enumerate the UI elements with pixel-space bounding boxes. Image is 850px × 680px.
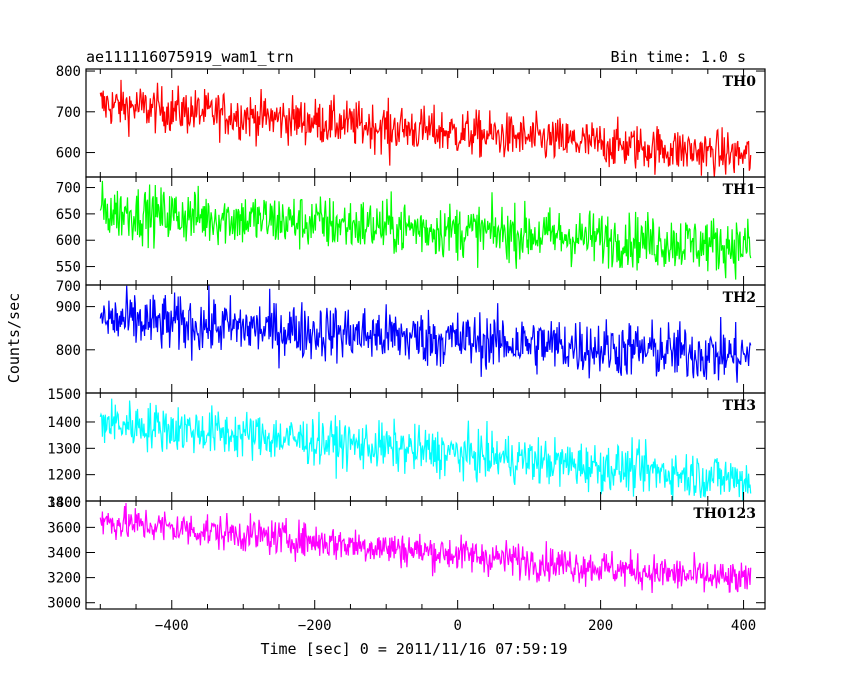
y-tick-label: 3800: [47, 495, 81, 511]
y-tick-label: 1300: [47, 441, 81, 457]
y-tick-label: 800: [56, 343, 81, 359]
plot-area: 600 700 800 TH0 550 600 650 700 TH1 800 900 700 TH2 1…: [47, 64, 766, 634]
y-axis-label: Counts/sec: [5, 293, 23, 383]
y-tick-label: 1400: [47, 495, 81, 511]
y-tick-label: 700: [56, 105, 81, 121]
y-tick-label: 1500: [47, 387, 81, 403]
panel-label-th0123: TH0123: [693, 506, 756, 522]
x-tick-label: −400: [155, 618, 189, 634]
x-tick-label: 200: [588, 618, 613, 634]
y-tick-label: 600: [56, 146, 81, 162]
series-line-th1: [99, 180, 752, 280]
panel-label-th1: TH1: [723, 182, 756, 198]
panel-frame-th0123: [85, 500, 766, 610]
x-axis-label: Time [sec] 0 = 2011/11/16 07:59:19: [260, 640, 567, 658]
series-line-th3: [99, 398, 752, 502]
y-tick-label: 550: [56, 260, 81, 276]
y-tick-label: 700: [56, 181, 81, 197]
x-tick-label: −200: [298, 618, 332, 634]
series-line-th0: [99, 79, 752, 178]
series-line-th2: [99, 285, 752, 383]
bin-time-label: Bin time: 1.0 s: [611, 48, 746, 66]
x-tick-label: 0: [453, 618, 461, 634]
y-tick-label: 3400: [47, 545, 81, 561]
panel-label-th2: TH2: [723, 290, 756, 306]
y-tick-label: 3000: [47, 596, 81, 612]
y-tick-label: 1400: [47, 415, 81, 431]
y-tick-label: 900: [56, 300, 81, 316]
chart-title: ae111116075919_wam1_trn: [86, 48, 294, 66]
y-tick-label: 600: [56, 233, 81, 249]
y-tick-label: 3200: [47, 571, 81, 587]
series-line-th0123: [99, 502, 752, 594]
y-tick-label: 700: [56, 279, 81, 295]
panel-label-th3: TH3: [723, 398, 756, 414]
y-tick-label: 1200: [47, 468, 81, 484]
y-tick-label: 650: [56, 207, 81, 223]
panel-label-th0: TH0: [723, 74, 757, 90]
x-tick-label: 400: [731, 618, 756, 634]
y-tick-label: 3600: [47, 520, 81, 536]
y-tick-label: 800: [56, 64, 81, 80]
